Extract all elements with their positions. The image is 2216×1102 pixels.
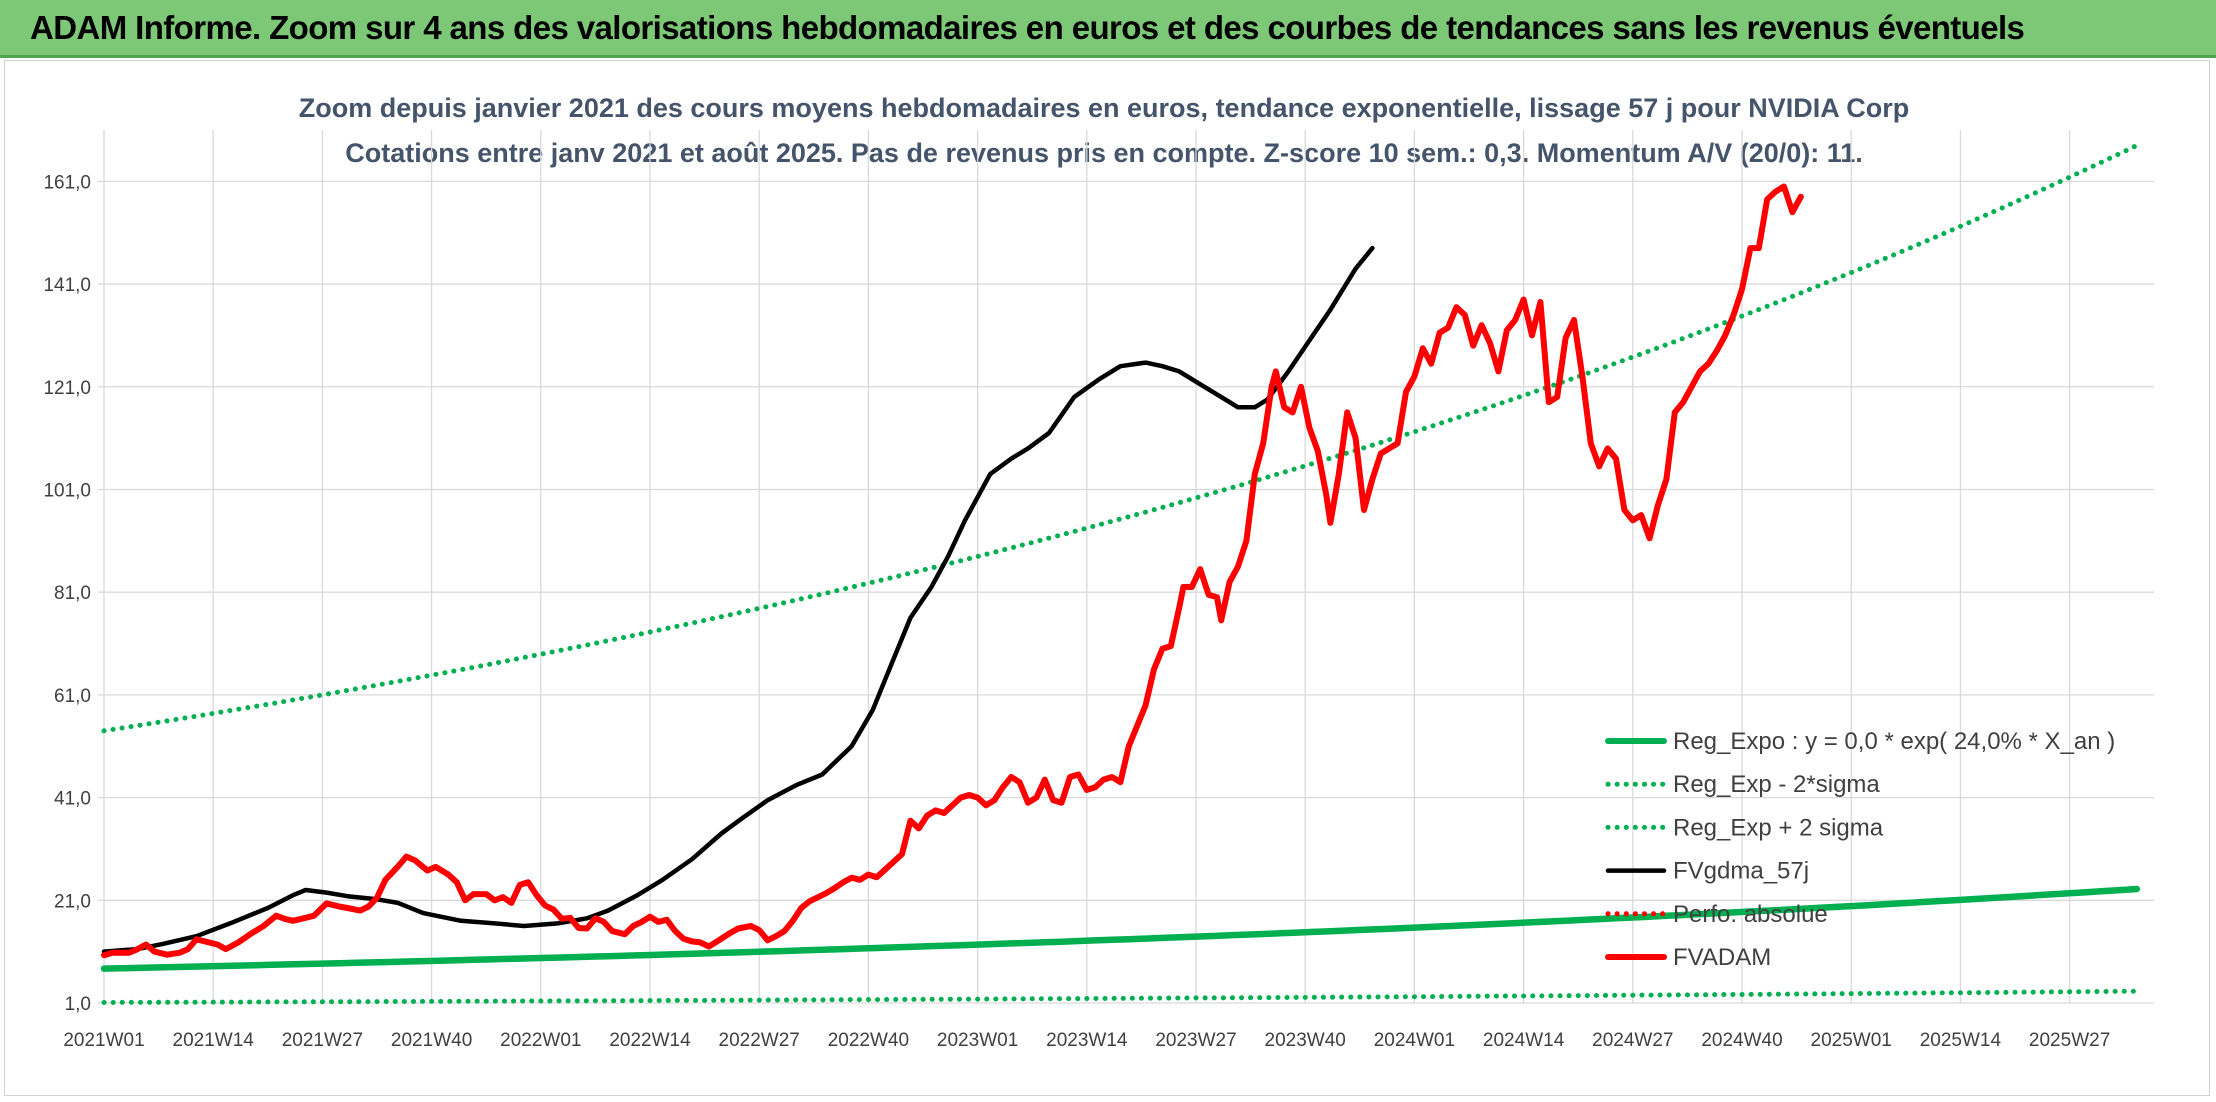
- legend-label: Reg_Exp + 2 sigma: [1673, 814, 1884, 841]
- reg-minus-2sigma-line: [101, 988, 2140, 1005]
- reg-plus-2sigma-line: [101, 142, 2140, 734]
- y-tick-label: 1,0: [65, 994, 91, 1015]
- x-tick-label: 2021W01: [63, 1030, 144, 1051]
- chart-subtitle-line1: Zoom depuis janvier 2021 des cours moyen…: [299, 93, 1909, 123]
- reg-expo-line: [100, 885, 2141, 972]
- report-title: ADAM Informe. Zoom sur 4 ans des valoris…: [30, 9, 2025, 46]
- y-tick-label: 81,0: [54, 583, 91, 604]
- x-tick-label: 2022W40: [828, 1030, 909, 1051]
- x-tick-label: 2025W27: [2029, 1030, 2110, 1051]
- series-layer: [100, 142, 2141, 1005]
- y-tick-label: 61,0: [54, 686, 91, 707]
- x-tick-label: 2022W14: [609, 1030, 691, 1051]
- x-tick-label: 2021W40: [391, 1030, 472, 1051]
- x-tick-label: 2025W14: [1920, 1030, 2002, 1051]
- y-axis: 161,0 141,0 121,0 101,0 81,0 61,0 41,0 21,0 1,0: [43, 172, 91, 1015]
- chart-frame: [4, 60, 2210, 1096]
- x-tick-label: 2025W01: [1811, 1030, 1892, 1051]
- legend-label: FVADAM: [1673, 944, 1771, 971]
- chart-legend: Reg_Expo : y = 0,0 * exp( 24,0% * X_an )…: [1605, 728, 2115, 971]
- legend-label: Reg_Expo : y = 0,0 * exp( 24,0% * X_an ): [1673, 728, 2115, 755]
- x-tick-label: 2024W40: [1701, 1030, 1782, 1051]
- chart-subtitle-line2: Cotations entre janv 2021 et août 2025. …: [345, 138, 1863, 168]
- fvadam-line: [101, 183, 1804, 959]
- x-tick-label: 2021W14: [173, 1030, 255, 1051]
- x-tick-label: 2023W27: [1155, 1030, 1236, 1051]
- report-header: ADAM Informe. Zoom sur 4 ans des valoris…: [0, 0, 2216, 58]
- fvgdma-57j-line: [101, 245, 1375, 954]
- x-tick-label: 2024W27: [1592, 1030, 1673, 1051]
- y-tick-label: 141,0: [43, 275, 91, 296]
- x-tick-label: 2022W27: [719, 1030, 800, 1051]
- y-tick-label: 101,0: [43, 480, 91, 501]
- legend-label: FVgdma_57j: [1673, 858, 1809, 885]
- y-tick-label: 161,0: [43, 172, 91, 193]
- x-tick-label: 2023W40: [1265, 1030, 1346, 1051]
- y-tick-label: 41,0: [54, 789, 91, 810]
- x-axis: 2021W01 2021W14 2021W27 2021W40 2022W01 2022W…: [63, 1030, 2110, 1051]
- x-tick-label: 2023W14: [1046, 1030, 1128, 1051]
- legend-label: Perfo. absolue: [1673, 901, 1828, 928]
- x-tick-label: 2024W14: [1483, 1030, 1565, 1051]
- x-tick-label: 2023W01: [937, 1030, 1018, 1051]
- legend-label: Reg_Exp - 2*sigma: [1673, 771, 1880, 798]
- x-tick-label: 2024W01: [1374, 1030, 1455, 1051]
- chart-grid: [98, 130, 2154, 1004]
- y-tick-label: 21,0: [54, 891, 91, 912]
- x-tick-label: 2022W01: [500, 1030, 581, 1051]
- x-tick-label: 2021W27: [282, 1030, 363, 1051]
- y-tick-label: 121,0: [43, 378, 91, 399]
